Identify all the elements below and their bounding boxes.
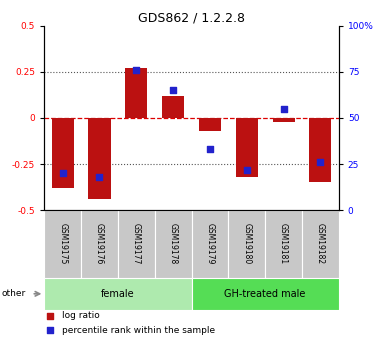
Bar [44,210,81,278]
Bar [228,210,265,278]
Point [60,170,66,176]
Bar [199,118,221,131]
Bar [81,210,118,278]
Text: GSM19176: GSM19176 [95,223,104,265]
Title: GDS862 / 1.2.2.8: GDS862 / 1.2.2.8 [138,12,245,25]
Point [244,167,250,172]
Text: other: other [2,289,26,298]
Text: GH-treated male: GH-treated male [224,289,306,299]
Bar [44,278,192,309]
Bar [89,118,110,199]
Text: GSM19177: GSM19177 [132,223,141,265]
Bar [162,96,184,118]
Bar [273,118,295,122]
Text: GSM19179: GSM19179 [206,223,214,265]
Point [170,88,176,93]
Bar [265,210,302,278]
Point [47,313,53,319]
Point [47,327,53,333]
Text: GSM19181: GSM19181 [279,224,288,265]
Bar [118,210,155,278]
Bar [302,210,339,278]
Text: GSM19175: GSM19175 [58,223,67,265]
Point [207,147,213,152]
Bar [192,210,228,278]
Text: GSM19180: GSM19180 [242,224,251,265]
Text: log ratio: log ratio [62,312,100,321]
Bar [125,68,147,118]
Point [281,106,287,111]
Bar [52,118,74,188]
Bar [236,118,258,177]
Point [96,174,102,180]
Text: percentile rank within the sample: percentile rank within the sample [62,326,215,335]
Point [133,67,139,73]
Bar [155,210,192,278]
Text: female: female [101,289,135,299]
Text: GSM19182: GSM19182 [316,224,325,265]
Bar [192,278,339,309]
Bar [310,118,331,183]
Point [317,159,323,165]
Text: GSM19178: GSM19178 [169,224,177,265]
